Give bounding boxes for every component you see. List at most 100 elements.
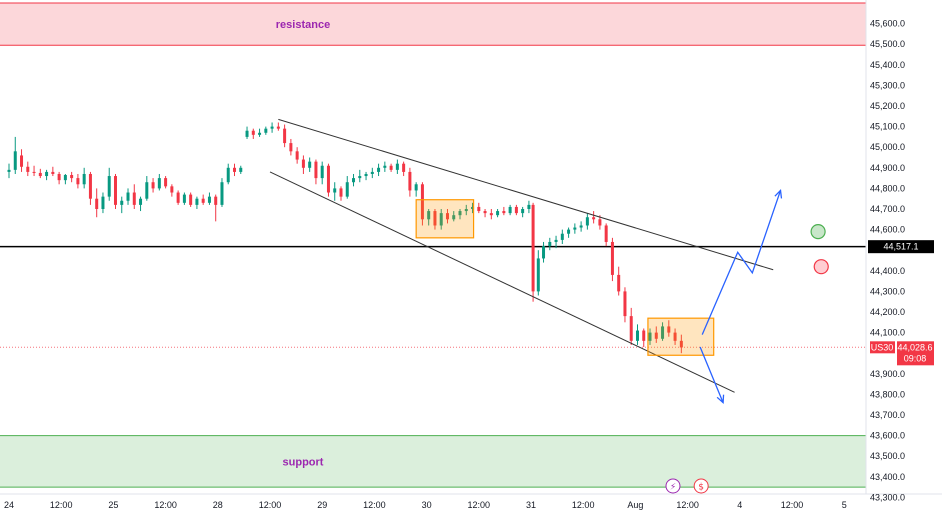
candle-45 [289,138,293,156]
candle-3 [26,161,30,177]
candle-body [283,128,287,144]
candle-body [554,239,558,242]
candle-67 [427,209,431,226]
candle-21 [139,196,143,212]
time-tick-label: 12:00 [259,500,282,510]
candle-body [514,206,518,214]
price-tick-label: 43,600.0 [870,431,905,441]
candle-87 [548,237,552,251]
candle-72 [458,209,462,220]
time-tick-label: 24 [4,500,14,510]
price-axis[interactable]: 45,600.0 45,500.0 45,400.0 45,300.0 45,200.0… [870,19,905,503]
candle-80 [508,204,512,216]
candle-body [377,167,381,172]
level-price-tag: 44,517.1 [868,240,934,254]
arrowhead-path-down [716,394,725,405]
trend-line-lower[interactable] [269,171,735,393]
time-tick-label: 12:00 [676,500,699,510]
candle-4 [32,165,36,177]
candle-body [352,178,356,183]
arrow-path-up[interactable] [701,190,782,335]
arrow-path-down[interactable] [699,346,724,403]
candle-52 [333,182,337,201]
price-tick-label: 45,100.0 [870,122,905,132]
candle-body [76,178,80,185]
candle-body [51,171,55,174]
candle-body [308,161,312,168]
candle-body [164,178,168,187]
candle-body [70,175,74,179]
candle-body [201,198,205,203]
time-tick-label: 30 [422,500,432,510]
candle-body [617,274,621,292]
candle-body [642,330,646,341]
red-signal-circle[interactable] [813,259,829,275]
candle-body [132,192,136,205]
resistance-label: resistance [276,19,330,31]
candle-body [239,167,243,172]
candle-0 [7,163,11,179]
candle-body [289,143,293,152]
candle-body [439,213,443,226]
candle-body [207,196,211,203]
candle-body [370,171,374,174]
candle-11 [76,173,80,189]
candle-body [629,316,633,341]
candle-59 [377,163,381,177]
green-signal-circle[interactable] [810,224,826,240]
candle-55 [352,173,356,187]
candle-body [579,225,583,228]
time-axis[interactable]: 24 12:00 25 12:00 28 12:00 29 12:00 30 12:00 31 12:… [4,500,847,510]
support-zone [0,435,866,488]
candle-body [536,258,540,292]
trend-line-upper[interactable] [278,118,774,271]
candle-body [26,166,30,172]
candle-body [339,188,343,197]
candle-body [226,167,230,183]
candle-body [483,211,487,214]
candle-body [573,227,577,230]
candle-body [420,184,424,220]
candle-body [592,217,596,220]
candle-60 [383,161,387,172]
candle-5 [38,168,42,179]
candle-22 [145,176,149,201]
candle-99 [623,287,627,323]
candle-30 [195,196,199,209]
candle-92 [579,221,583,232]
candle-89 [560,229,564,245]
time-tick-label: 12:00 [363,500,386,510]
price-tick-label: 44,100.0 [870,328,905,338]
time-tick-label: 4 [737,500,742,510]
candle-61 [389,163,393,172]
candle-105 [661,322,665,341]
candle-body [673,332,677,341]
candle-body [433,211,437,226]
box-1[interactable] [415,199,475,239]
candle-body [471,206,475,209]
lightning-event-icon[interactable] [665,478,681,494]
drawings-layer: ⚡ $ [269,118,829,494]
candle-74 [471,202,475,214]
candle-15 [101,192,105,214]
candle-98 [617,266,621,296]
candle-body [333,188,337,193]
candle-104 [654,326,658,343]
symbol-price-tag: US30 44,028.6 09:08 [870,341,934,366]
price-tick-label: 44,600.0 [870,225,905,235]
candle-body [314,161,318,179]
candle-66 [420,182,424,226]
candle-body [13,151,17,170]
box-2[interactable] [647,317,715,356]
candle-body [389,165,393,170]
candle-102 [642,328,646,348]
price-tick-label: 43,900.0 [870,369,905,379]
symbol-label: US30 [871,342,894,352]
us-flag-event-icon[interactable] [693,478,709,494]
candle-body [395,163,399,170]
price-tick-label: 44,200.0 [870,307,905,317]
candle-78 [496,209,500,218]
price-tick-label: 43,300.0 [870,492,905,502]
candle-body [567,229,571,234]
